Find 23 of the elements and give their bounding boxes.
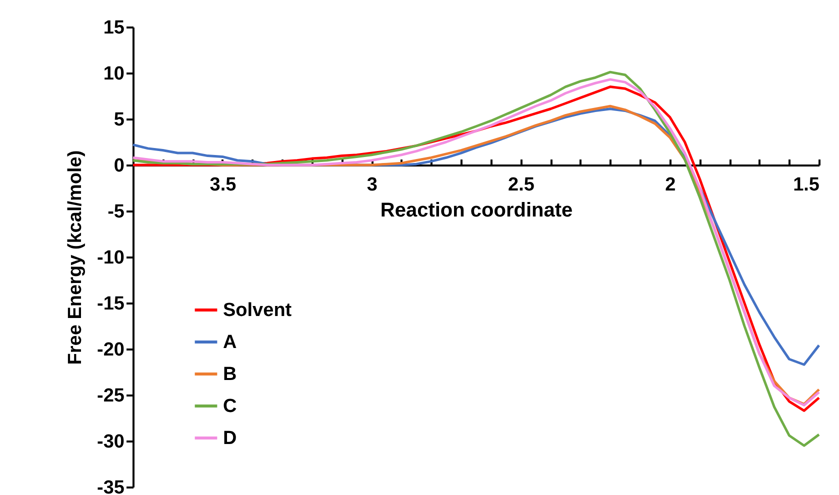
x-tick-label: 3.5: [210, 174, 237, 196]
y-tick-label: -30: [97, 432, 124, 452]
y-axis-title: Free Energy (kcal/mole): [65, 150, 86, 365]
legend-label: Solvent: [223, 300, 292, 321]
y-tick-label: 10: [103, 64, 124, 84]
y-tick-label: -10: [97, 248, 124, 268]
y-tick-label: -35: [97, 478, 125, 495]
y-tick-label: -15: [97, 294, 125, 314]
x-tick-label: 2: [665, 174, 676, 196]
x-tick-label: 2.5: [508, 174, 535, 196]
y-tick-label: 5: [114, 110, 125, 130]
legend-label: A: [223, 332, 237, 353]
x-axis-title: Reaction coordinate: [380, 200, 573, 222]
x-tick-label: 1.5: [793, 174, 820, 196]
y-tick-label: -25: [97, 386, 125, 406]
legend-label: C: [223, 396, 237, 417]
y-tick-label: -5: [108, 202, 125, 222]
y-tick-label: -20: [97, 340, 124, 360]
y-tick-label: 0: [114, 156, 124, 176]
legend-label: D: [223, 428, 237, 449]
legend-label: B: [223, 364, 237, 385]
x-tick-label: 3: [366, 174, 378, 196]
y-tick-label: 15: [103, 18, 125, 38]
